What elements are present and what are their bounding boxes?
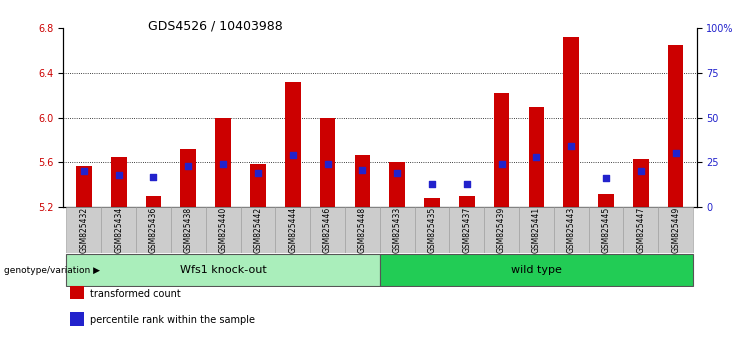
Point — [287, 153, 299, 158]
FancyBboxPatch shape — [67, 207, 102, 253]
FancyBboxPatch shape — [379, 207, 414, 253]
Text: GSM825437: GSM825437 — [462, 207, 471, 253]
Text: GSM825439: GSM825439 — [497, 207, 506, 253]
Point — [356, 167, 368, 172]
Text: GSM825435: GSM825435 — [428, 207, 436, 253]
Point — [78, 169, 90, 174]
Bar — [181, 149, 196, 207]
Point — [461, 181, 473, 187]
Bar — [111, 157, 127, 207]
Bar — [285, 82, 301, 207]
FancyBboxPatch shape — [276, 207, 310, 253]
Point — [147, 174, 159, 179]
Text: GSM825436: GSM825436 — [149, 207, 158, 253]
FancyBboxPatch shape — [206, 207, 241, 253]
Text: genotype/variation ▶: genotype/variation ▶ — [4, 266, 100, 275]
Bar — [250, 164, 266, 207]
Bar — [528, 107, 544, 207]
Bar — [319, 118, 336, 207]
FancyBboxPatch shape — [102, 207, 136, 253]
FancyBboxPatch shape — [449, 207, 484, 253]
FancyBboxPatch shape — [554, 207, 588, 253]
Bar — [354, 155, 370, 207]
Text: GDS4526 / 10403988: GDS4526 / 10403988 — [148, 19, 283, 33]
Bar — [459, 196, 475, 207]
Bar — [146, 196, 162, 207]
Point — [426, 181, 438, 187]
Text: GSM825442: GSM825442 — [253, 207, 262, 253]
Point — [531, 154, 542, 160]
Point — [182, 163, 194, 169]
FancyBboxPatch shape — [310, 207, 345, 253]
Text: GSM825438: GSM825438 — [184, 207, 193, 253]
Text: GSM825446: GSM825446 — [323, 207, 332, 253]
Point — [670, 151, 682, 156]
Text: GSM825441: GSM825441 — [532, 207, 541, 253]
FancyBboxPatch shape — [588, 207, 623, 253]
FancyBboxPatch shape — [345, 207, 379, 253]
Text: percentile rank within the sample: percentile rank within the sample — [90, 315, 255, 325]
Bar — [668, 45, 683, 207]
FancyBboxPatch shape — [241, 207, 276, 253]
Text: GSM825444: GSM825444 — [288, 207, 297, 253]
FancyBboxPatch shape — [658, 207, 693, 253]
FancyBboxPatch shape — [379, 254, 693, 286]
Point — [217, 161, 229, 167]
Bar — [494, 93, 509, 207]
Bar — [76, 166, 92, 207]
Point — [635, 169, 647, 174]
Text: Wfs1 knock-out: Wfs1 knock-out — [180, 265, 267, 275]
Text: GSM825449: GSM825449 — [671, 207, 680, 253]
FancyBboxPatch shape — [414, 207, 449, 253]
FancyBboxPatch shape — [484, 207, 519, 253]
FancyBboxPatch shape — [519, 207, 554, 253]
FancyBboxPatch shape — [623, 207, 658, 253]
Bar — [563, 37, 579, 207]
Text: GSM825448: GSM825448 — [358, 207, 367, 253]
FancyBboxPatch shape — [171, 207, 206, 253]
Text: GSM825433: GSM825433 — [393, 207, 402, 253]
FancyBboxPatch shape — [136, 207, 171, 253]
Bar — [389, 162, 405, 207]
Bar — [633, 159, 648, 207]
Text: transformed count: transformed count — [90, 289, 180, 299]
Text: wild type: wild type — [511, 265, 562, 275]
Point — [113, 172, 124, 178]
Bar — [424, 198, 440, 207]
FancyBboxPatch shape — [67, 254, 379, 286]
Bar — [216, 118, 231, 207]
Point — [565, 143, 577, 149]
Point — [322, 161, 333, 167]
Point — [391, 170, 403, 176]
Text: GSM825443: GSM825443 — [567, 207, 576, 253]
Text: GSM825434: GSM825434 — [114, 207, 123, 253]
Point — [252, 170, 264, 176]
Text: GSM825432: GSM825432 — [79, 207, 88, 253]
Bar — [598, 194, 614, 207]
Text: GSM825447: GSM825447 — [637, 207, 645, 253]
Text: GSM825445: GSM825445 — [602, 207, 611, 253]
Point — [496, 161, 508, 167]
Text: GSM825440: GSM825440 — [219, 207, 227, 253]
Point — [600, 176, 612, 181]
